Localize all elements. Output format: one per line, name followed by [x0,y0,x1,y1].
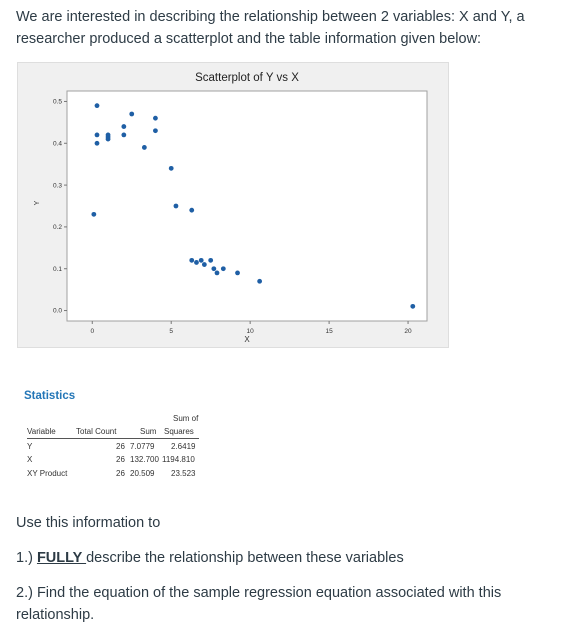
y-tick-label: 0.5 [53,99,62,106]
y-axis-label: Y [34,200,41,205]
scatter-point [198,257,204,263]
scatter-point [168,165,174,171]
row-variable-y: Y [27,442,33,451]
scatter-point [121,124,127,129]
row-variable-xy: XY Product [27,469,68,478]
question-1-text: describe the relationship between these … [86,550,404,566]
header-sum-of: Sum of [173,414,199,423]
scatter-point [121,132,127,138]
header-sum: Sum [140,427,157,436]
chart-title: Scatterplot of Y vs X [195,72,299,84]
x-tick-label: 0 [90,328,94,335]
intro-paragraph: We are interested in describing the rela… [16,9,525,47]
scatter-point [105,136,111,142]
header-rule [27,438,199,439]
scatter-point [173,203,179,209]
row-count-y: 26 [116,442,125,451]
scatter-point [214,270,220,276]
y-tick-label: 0.3 [53,182,62,189]
scatter-point [201,262,207,267]
scatterplot-panel: Scatterplot of Y vs X X Y 0 5 10 15 20 0.0 0.… [17,62,449,348]
plot-area [66,90,428,322]
row-sum-xy: 20.509 [130,469,155,478]
x-axis-label: X [244,335,250,344]
scatter-point [220,266,226,272]
question-2: 2.) Find the equation of the sample regr… [16,585,502,623]
use-info-text: Use this information to [16,515,161,531]
x-tick-label: 5 [169,328,173,335]
x-tick-label: 10 [247,328,255,335]
scatter-point [94,103,100,109]
statistics-title: Statistics [24,390,76,402]
row-squares-y: 2.6419 [171,442,196,451]
row-sum-x: 132.700 [130,455,159,464]
y-tick-label: 0.0 [53,308,62,315]
row-count-xy: 26 [116,469,125,478]
question-1-emphasis: FULLY [36,550,87,566]
scatter-point [153,115,158,121]
question-1: 1.) FULLY describe the relationship betw… [16,547,404,569]
row-squares-xy: 23.523 [171,469,196,478]
scatter-point [189,257,195,263]
scatter-point [410,303,416,309]
y-tick-label: 0.4 [53,140,62,147]
scatter-point [235,270,240,276]
x-tick-label: 15 [325,328,333,335]
header-total-count: Total Count [76,427,117,436]
scatter-point [141,145,147,150]
x-tick-label: 20 [404,328,412,335]
y-tick-label: 0.2 [53,224,62,231]
row-count-x: 26 [116,455,125,464]
question-1-number: 1.) [16,550,37,566]
scatter-point [208,257,214,263]
scatter-point [94,140,100,146]
scatter-point [189,207,195,213]
scatter-point [153,128,158,134]
header-squares: Squares [164,427,194,436]
statistics-section: Statistics Sum of Variable Total Count S… [24,390,224,490]
row-variable-x: X [27,455,33,464]
scatter-point [94,132,100,138]
y-tick-label: 0.1 [53,266,62,273]
header-variable: Variable [27,427,56,436]
row-sum-y: 7.0779 [130,442,155,451]
scatter-point [257,278,263,284]
scatter-point [194,260,199,265]
scatter-point [91,211,97,217]
scatter-point [211,266,217,272]
scatterplot-chart: Scatterplot of Y vs X X Y 0 5 10 15 20 0.0 0.… [34,72,428,344]
row-squares-x: 1194.810 [162,455,195,464]
scatter-point [129,111,135,117]
